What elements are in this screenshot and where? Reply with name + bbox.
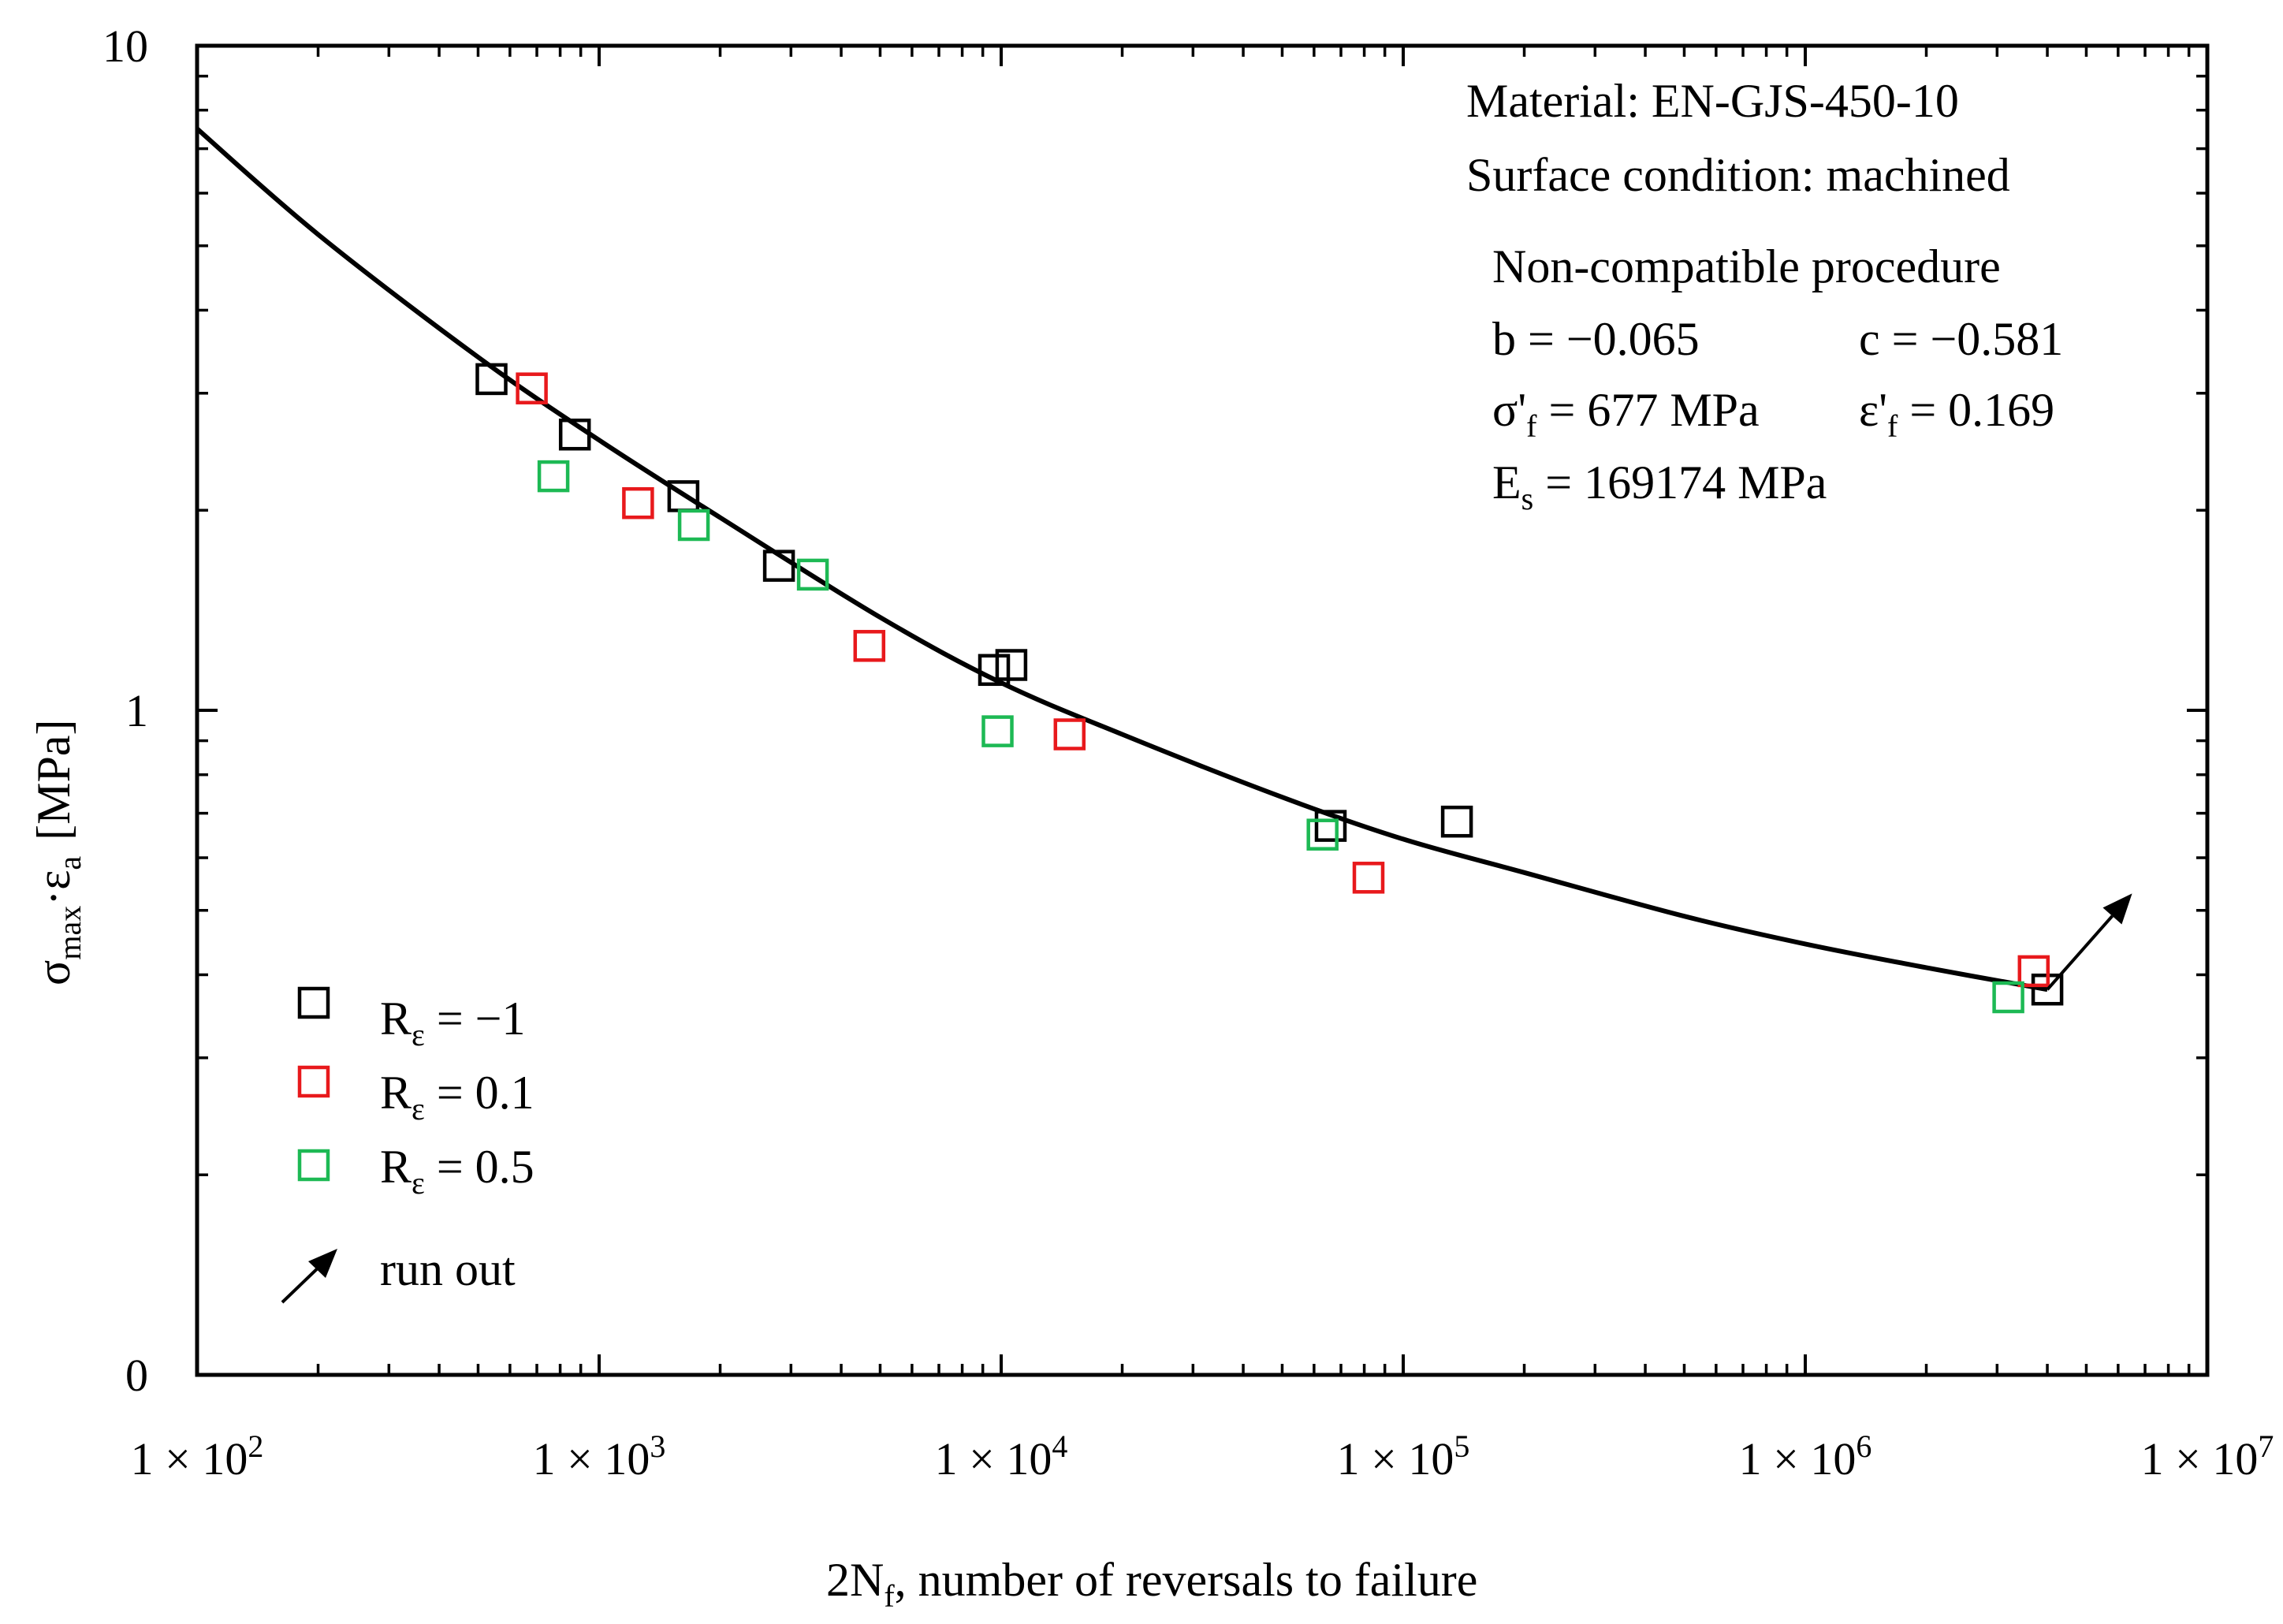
legend-marker-r-0-1 [297, 1065, 330, 1098]
legend: Rε = −1 Rε = 0.1 Rε = 0.5 run out [281, 986, 534, 1304]
annotation-block: Material: EN-GJS-450-10 Surface conditio… [1466, 75, 2063, 516]
run-out-arrow [2046, 893, 2132, 991]
annotation-sigma-f: σ'f = 677 MPa [1492, 384, 1760, 444]
data-point-series-0 [978, 654, 1011, 687]
annotation-procedure: Non-compatible procedure [1492, 240, 2001, 292]
annotation-b: b = −0.065 [1492, 313, 1700, 365]
legend-label-r-0-1: Rε = 0.1 [380, 1067, 534, 1127]
data-point-series-2 [1306, 818, 1339, 851]
y-axis-title: σmax·εa[MPa] [28, 720, 88, 985]
x-tick-label: 1 × 107 [2141, 1428, 2274, 1484]
legend-marker-r-0-5 [297, 1149, 330, 1182]
fit-curve [196, 127, 2048, 993]
data-point-series-2 [796, 558, 829, 591]
data-point-series-2 [677, 508, 710, 542]
run-out-arrow-shaft [2046, 914, 2114, 991]
x-tick-label: 1 × 106 [1739, 1428, 1872, 1484]
data-point-series-1 [853, 630, 886, 662]
annotation-Es: Es = 169174 MPa [1492, 456, 1827, 516]
data-point-series-0 [1440, 805, 1473, 838]
data-point-series-1 [1352, 862, 1385, 894]
annotation-c: c = −0.581 [1859, 313, 2063, 365]
data-point-series-0 [995, 649, 1028, 681]
data-markers [475, 363, 2064, 1014]
axis-tick-labels: 1 × 102 1 × 103 1 × 104 1 × 105 1 × 106 1 × 1… [102, 20, 2274, 1484]
data-point-series-2 [1992, 981, 2024, 1014]
annotation-surface: Surface condition: machined [1466, 149, 2010, 201]
data-point-series-0 [762, 549, 795, 582]
data-point-series-1 [1053, 718, 1086, 751]
axis-ticks [196, 44, 2209, 1376]
legend-label-r-minus-1: Rε = −1 [380, 993, 526, 1052]
data-point-series-0 [475, 363, 508, 396]
annotation-material: Material: EN-GJS-450-10 [1466, 75, 1959, 127]
data-point-series-1 [622, 486, 654, 520]
legend-run-out-label: run out [380, 1243, 516, 1295]
y-tick-label: 0 [125, 1350, 148, 1401]
data-point-series-1 [516, 372, 548, 404]
data-point-series-2 [537, 460, 570, 493]
run-out-arrow-head [2102, 893, 2132, 925]
x-axis-title: 2Nf, number of reversals to failure [826, 1554, 1477, 1614]
data-point-series-1 [2017, 955, 2050, 988]
legend-label-r-0-5: Rε = 0.5 [380, 1141, 534, 1201]
x-tick-label: 1 × 102 [131, 1428, 264, 1484]
annotation-eps-f: ε'f = 0.169 [1859, 384, 2054, 444]
x-tick-label: 1 × 104 [935, 1428, 1068, 1484]
data-point-series-0 [558, 418, 591, 451]
legend-marker-r-minus-1 [297, 986, 330, 1019]
legend-run-out-arrow-icon [281, 1249, 337, 1304]
data-point-series-2 [981, 715, 1014, 747]
x-tick-label: 1 × 103 [533, 1428, 666, 1484]
y-tick-label: 1 [125, 685, 148, 736]
x-tick-label: 1 × 105 [1337, 1428, 1470, 1484]
data-point-series-0 [1314, 810, 1347, 842]
y-tick-label: 10 [102, 20, 148, 72]
